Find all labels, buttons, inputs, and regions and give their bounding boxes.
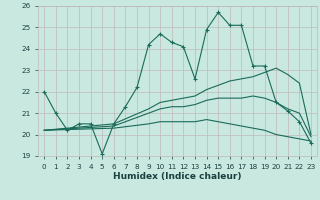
X-axis label: Humidex (Indice chaleur): Humidex (Indice chaleur) [113,172,242,181]
